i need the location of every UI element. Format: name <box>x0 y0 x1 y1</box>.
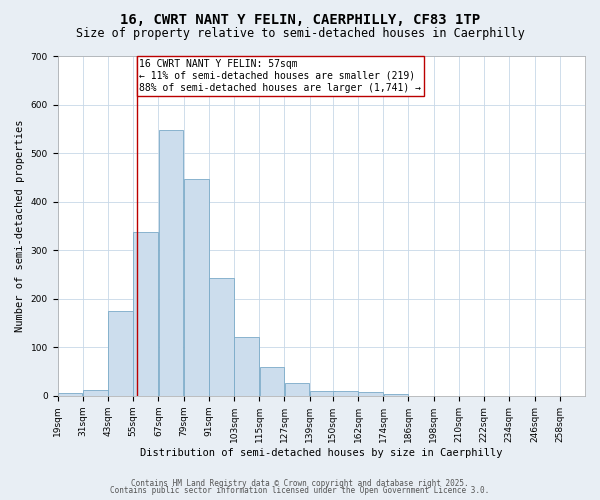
Bar <box>285 382 310 396</box>
X-axis label: Distribution of semi-detached houses by size in Caerphilly: Distribution of semi-detached houses by … <box>140 448 503 458</box>
Bar <box>358 392 383 396</box>
Bar <box>235 337 259 396</box>
Bar <box>108 311 133 396</box>
Bar <box>58 394 82 396</box>
Bar <box>333 392 358 396</box>
Text: Contains HM Land Registry data © Crown copyright and database right 2025.: Contains HM Land Registry data © Crown c… <box>131 478 469 488</box>
Bar <box>310 391 335 396</box>
Bar <box>383 394 408 396</box>
Text: 16, CWRT NANT Y FELIN, CAERPHILLY, CF83 1TP: 16, CWRT NANT Y FELIN, CAERPHILLY, CF83 … <box>120 12 480 26</box>
Text: Contains public sector information licensed under the Open Government Licence 3.: Contains public sector information licen… <box>110 486 490 495</box>
Y-axis label: Number of semi-detached properties: Number of semi-detached properties <box>15 120 25 332</box>
Text: Size of property relative to semi-detached houses in Caerphilly: Size of property relative to semi-detach… <box>76 28 524 40</box>
Bar <box>133 232 158 396</box>
Bar <box>83 390 107 396</box>
Bar <box>184 179 209 396</box>
Bar <box>209 278 234 396</box>
Bar <box>260 366 284 396</box>
Text: 16 CWRT NANT Y FELIN: 57sqm
← 11% of semi-detached houses are smaller (219)
88% : 16 CWRT NANT Y FELIN: 57sqm ← 11% of sem… <box>139 60 421 92</box>
Bar <box>159 130 184 396</box>
